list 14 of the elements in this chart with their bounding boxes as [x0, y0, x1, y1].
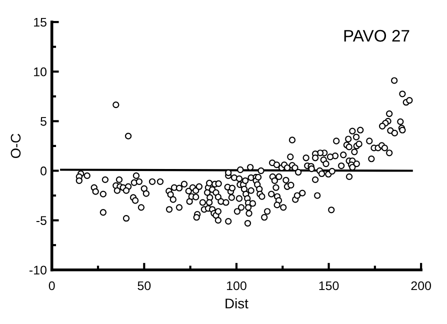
x-tick-label: 150	[319, 281, 339, 290]
x-tick-label: 200	[411, 281, 432, 290]
y-tick-label: 10	[34, 67, 47, 76]
y-tick-label: 15	[34, 18, 46, 27]
x-tick-label: 50	[138, 281, 151, 290]
x-axis-title: Dist	[226, 298, 248, 308]
y-axis-title: O-C	[10, 134, 21, 158]
y-tick-label: 5	[40, 117, 46, 126]
x-tick-label: 0	[48, 281, 55, 290]
y-tick-label: -10	[29, 266, 47, 275]
y-tick-label: -5	[36, 216, 46, 225]
y-tick-label: 0	[40, 166, 47, 176]
chart-title: PAVO 27	[344, 30, 410, 42]
x-tick-label: 100	[226, 281, 246, 290]
